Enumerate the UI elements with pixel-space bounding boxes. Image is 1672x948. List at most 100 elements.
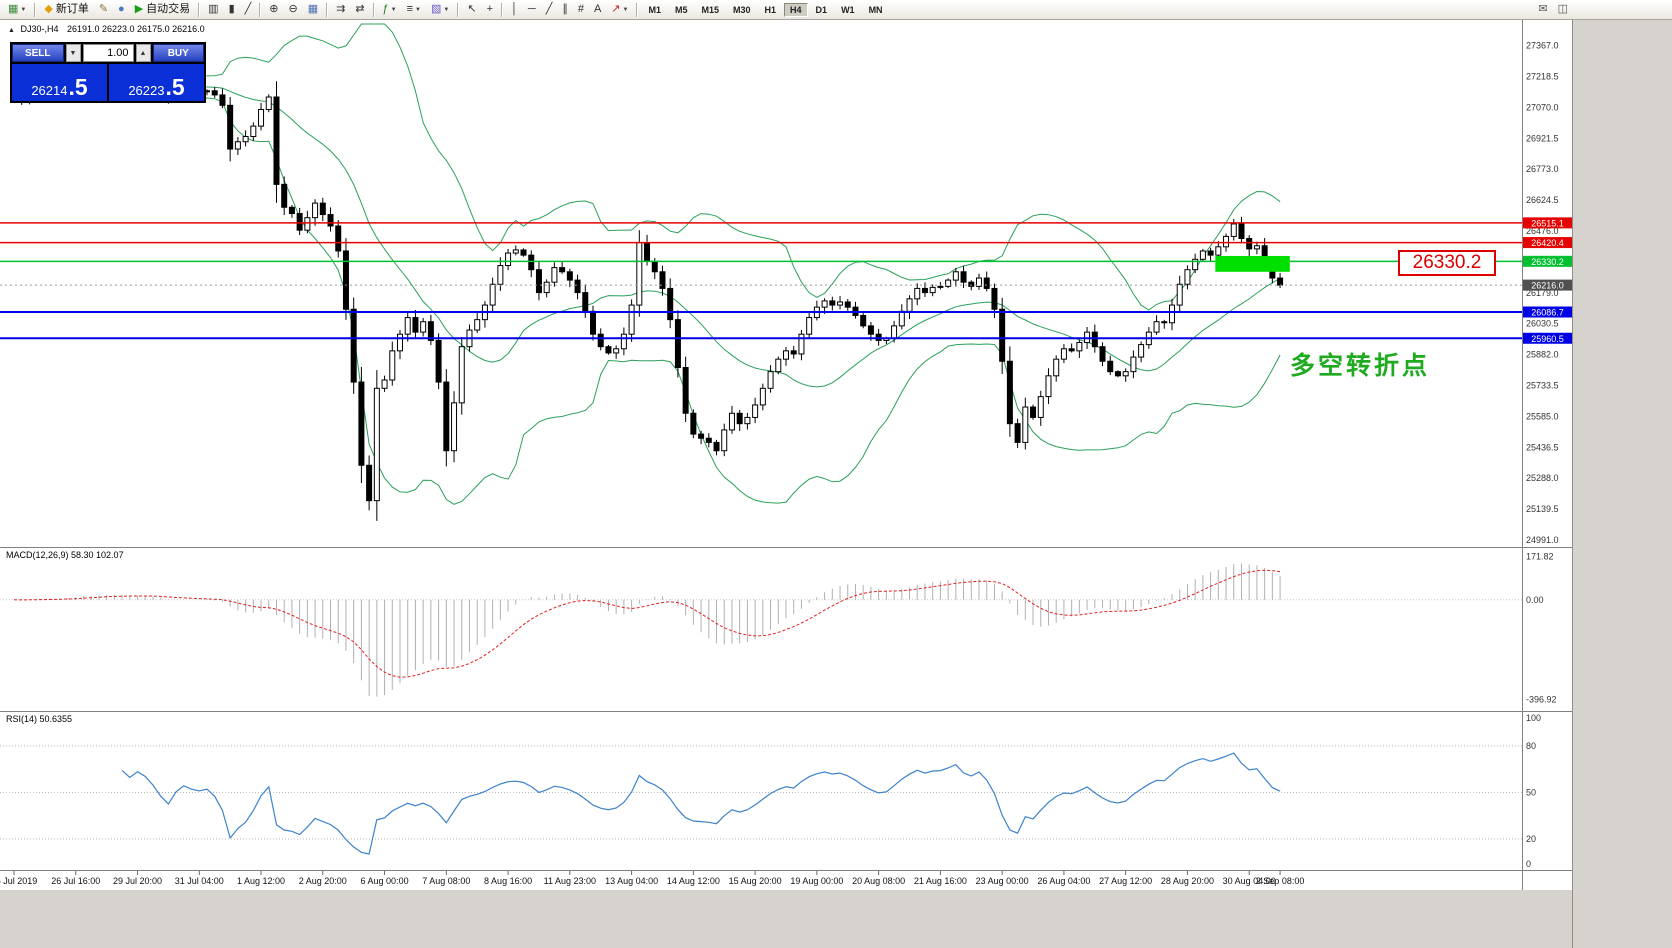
buy-button[interactable]: BUY <box>152 44 204 62</box>
zoom-out-icon: ⊖ <box>288 3 298 15</box>
candle-body <box>250 125 257 138</box>
candle-body <box>1192 258 1199 271</box>
candle-body <box>613 348 620 354</box>
auto-scroll-button[interactable]: ⇉ <box>332 0 349 19</box>
candle-body <box>945 279 952 287</box>
volume-down-button[interactable]: ▼ <box>65 44 81 62</box>
bar-chart-mode-button[interactable]: ▥ <box>204 0 222 19</box>
candles-group <box>11 73 1284 521</box>
arrows-tool-button[interactable]: ↗ ▼ <box>607 0 632 19</box>
timeframe-m5[interactable]: M5 <box>674 4 688 15</box>
cursor-icon: ↖ <box>467 3 477 15</box>
horizontal-line-button[interactable]: ─ <box>524 0 540 19</box>
cursor-button[interactable]: ↖ <box>463 0 480 19</box>
time-axis-label: 13 Aug 04:00 <box>605 876 658 886</box>
candle-body <box>906 298 913 312</box>
text-tool-button[interactable]: A <box>590 0 605 19</box>
templates-button[interactable]: ▧ ▼ <box>427 0 453 19</box>
sell-button[interactable]: SELL <box>12 44 64 62</box>
chart-window[interactable]: 27367.0 27218.5 27070.0 26921.5 26773.0 26624… <box>0 20 1572 890</box>
chart-note-text[interactable]: 多空转折点 <box>1290 351 1431 380</box>
timeframe-h4[interactable]: H4 <box>784 2 808 17</box>
chart-background <box>0 20 1572 890</box>
price-axis-label: 25882.0 <box>1526 350 1559 360</box>
timeframe-h1[interactable]: H1 <box>764 4 777 15</box>
buy-price-button[interactable]: 26223 .5 <box>109 64 204 101</box>
new-chart-button[interactable]: ▦ ▼ <box>4 0 30 19</box>
autotrading-button[interactable]: ▶ 自动交易 <box>131 0 194 19</box>
candle-body <box>265 96 272 110</box>
timeframe-m1[interactable]: M1 <box>648 4 661 15</box>
mail-button[interactable]: ✉ <box>1534 0 1551 19</box>
fibonacci-icon: # <box>577 3 584 15</box>
timeframe-mn[interactable]: MN <box>868 4 883 15</box>
volume-input[interactable]: 1.00 <box>82 44 134 62</box>
candle-body <box>728 412 735 431</box>
candle-body <box>1037 396 1044 418</box>
price-axis-label: 26773.0 <box>1526 164 1559 174</box>
sell-price-button[interactable]: 26214 .5 <box>12 64 107 101</box>
trendline-button[interactable]: ╱ <box>542 0 557 19</box>
candle-body <box>528 254 535 271</box>
volume-up-button[interactable]: ▲ <box>135 44 151 62</box>
fibonacci-button[interactable]: # <box>574 0 588 19</box>
dock-panel-button[interactable]: ◫ <box>1554 0 1572 19</box>
candle-body <box>752 404 759 418</box>
highlight-rectangle[interactable] <box>1215 255 1290 272</box>
price-tag <box>1523 306 1572 318</box>
candle-body <box>929 286 936 294</box>
tile-windows-button[interactable]: ▦ <box>304 0 322 19</box>
zoom-in-button[interactable]: ⊕ <box>265 0 282 19</box>
candle-body <box>1153 321 1160 333</box>
candle-body <box>690 412 697 435</box>
candle-body <box>397 333 403 352</box>
candle-body <box>1053 358 1060 377</box>
toolbar-separator <box>198 2 201 17</box>
candle-body <box>1014 423 1021 443</box>
candle-body <box>1091 331 1098 348</box>
candlestick-mode-button[interactable]: ▮ <box>225 0 239 19</box>
zoom-out-button[interactable]: ⊖ <box>284 0 301 19</box>
candle-body <box>512 249 519 254</box>
candle-body <box>1068 348 1075 352</box>
ohlc-values: 26191.0 26223.0 26175.0 26216.0 <box>66 24 205 34</box>
candle-body <box>373 387 380 502</box>
zoom-in-icon: ⊕ <box>269 3 279 15</box>
price-annotation-box[interactable]: 26330.2 <box>1398 250 1496 276</box>
candle-body <box>867 325 874 335</box>
trendline-icon: ╱ <box>545 3 553 15</box>
candle-body <box>759 387 766 406</box>
metaeditor-button[interactable]: ✎ <box>95 0 112 19</box>
timeframe-m15[interactable]: M15 <box>701 4 719 15</box>
candle-body <box>559 267 566 273</box>
timeframe-d1[interactable]: D1 <box>815 4 828 15</box>
new-order-button[interactable]: ◆ 新订单 <box>40 0 92 19</box>
time-axis-label: 2 Aug 20:00 <box>299 876 347 886</box>
rsi-axis-label: 20 <box>1526 834 1536 844</box>
candle-body <box>976 277 982 287</box>
chart-canvas[interactable]: 27367.0 27218.5 27070.0 26921.5 26773.0 26624… <box>0 20 1572 890</box>
bar-chart-mode-icon: ▥ <box>208 3 219 15</box>
candle-body <box>443 381 450 452</box>
crosshair-icon: + <box>486 3 494 15</box>
price-tag-label: 26086.7 <box>1531 308 1564 318</box>
vertical-line-button[interactable]: │ <box>507 0 522 19</box>
timeframe-w1[interactable]: W1 <box>841 4 855 15</box>
timeframe-m30[interactable]: M30 <box>733 4 751 15</box>
arrows-tool-caret-icon: ▼ <box>622 6 629 13</box>
equidistant-channel-button[interactable]: ∥ <box>558 0 572 19</box>
candle-body <box>736 412 743 425</box>
periods-button[interactable]: ≡ ▼ <box>403 0 425 19</box>
new-order-icon: ◆ <box>44 3 53 15</box>
crosshair-button[interactable]: + <box>483 0 497 19</box>
indicators-caret-icon: ▼ <box>390 6 397 13</box>
candle-body <box>1169 304 1175 324</box>
candle-body <box>667 287 674 321</box>
candle-body <box>258 108 265 127</box>
market-watch-button[interactable]: ● <box>114 0 129 19</box>
indicators-button[interactable]: ƒ ▼ <box>379 0 401 19</box>
chart-shift-button[interactable]: ⇄ <box>351 0 368 19</box>
expand-panel-icon[interactable]: ▲ <box>8 27 15 34</box>
candle-body <box>860 314 867 327</box>
line-chart-mode-button[interactable]: ╱ <box>241 0 256 19</box>
